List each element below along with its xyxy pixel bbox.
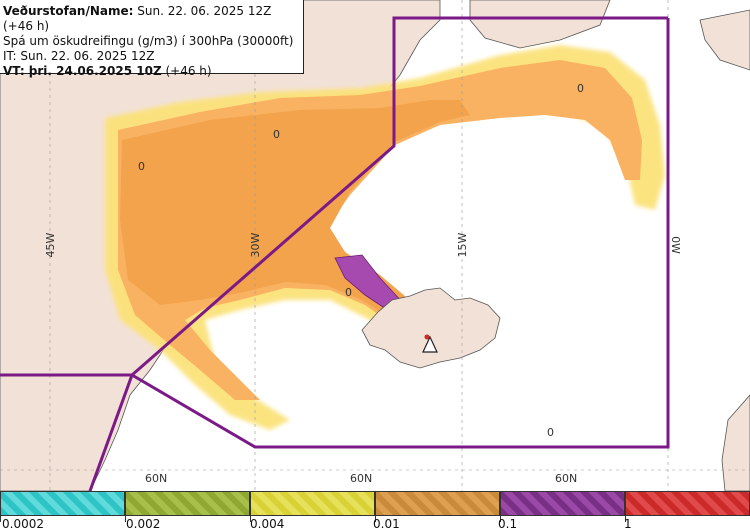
concentration-marker: 0 xyxy=(138,160,145,173)
forecast-info-box: Veðurstofan/Name: Sun. 22. 06. 2025 12Z … xyxy=(0,0,304,78)
valid-time-suffix: (+46 h) xyxy=(161,64,212,78)
concentration-marker: 0 xyxy=(273,128,280,141)
legend-tick xyxy=(625,516,626,522)
legend-tick-label: 0.01 xyxy=(373,517,400,531)
legend-tick-label: 0.002 xyxy=(126,517,161,531)
info-line-issuer: Veðurstofan/Name: Sun. 22. 06. 2025 12Z … xyxy=(3,4,303,34)
iceland-land xyxy=(361,287,501,369)
legend-swatch-1 xyxy=(0,491,125,516)
legend-tick xyxy=(250,516,251,522)
latitude-label: 60N xyxy=(350,472,372,485)
legend-tick xyxy=(375,516,376,522)
ash-cloud-high xyxy=(120,100,470,325)
info-line-valid-time: VT: þri. 24.06.2025 10Z (+46 h) xyxy=(3,64,303,79)
volcano-triangle-icon xyxy=(422,335,438,353)
longitude-label: 15W xyxy=(456,232,469,257)
info-line-forecast-description: Spá um öskudreifingu (g/m3) í 300hPa (30… xyxy=(3,34,294,48)
legend-tick-label: 0.1 xyxy=(498,517,518,531)
longitude-label: 30W xyxy=(249,232,262,257)
greenland-northeast-islands xyxy=(469,0,611,49)
legend-tick xyxy=(0,516,1,522)
fir-boundary xyxy=(0,16,670,492)
valid-time-date: þri. 24.06.2025 10Z xyxy=(24,64,162,78)
longitude-label: 0W xyxy=(669,236,682,254)
issuer-label: Veðurstofan/Name: xyxy=(3,4,134,18)
legend-swatch-5 xyxy=(500,491,625,516)
svalbard-coast xyxy=(699,9,750,71)
legend-tick xyxy=(500,516,501,522)
latitude-label: 60N xyxy=(145,472,167,485)
valid-time-label: VT: xyxy=(3,64,25,78)
legend-tick-label: 0.0002 xyxy=(2,517,44,531)
legend-tick-label: 1 xyxy=(624,517,632,531)
legend-swatch-4 xyxy=(375,491,500,516)
legend-tick xyxy=(125,516,126,522)
concentration-legend: 0.0002 0.002 0.004 0.01 0.1 1 xyxy=(0,491,750,532)
legend-swatch-3 xyxy=(250,491,375,516)
legend-swatch-6 xyxy=(625,491,750,516)
concentration-marker: 0 xyxy=(577,82,584,95)
latitude-label: 60N xyxy=(555,472,577,485)
legend-tick-label: 0.004 xyxy=(250,517,285,531)
longitude-label: 45W xyxy=(44,232,57,257)
volcano-location-marker xyxy=(424,334,430,340)
info-line-initial-time: IT: Sun. 22. 06. 2025 12Z xyxy=(3,49,155,63)
concentration-marker: 0 xyxy=(345,286,352,299)
legend-swatch-2 xyxy=(125,491,250,516)
concentration-marker: 0 xyxy=(547,426,554,439)
issuer-value: Sun. 22. 06. 2025 12Z (+46 h) xyxy=(3,4,272,33)
